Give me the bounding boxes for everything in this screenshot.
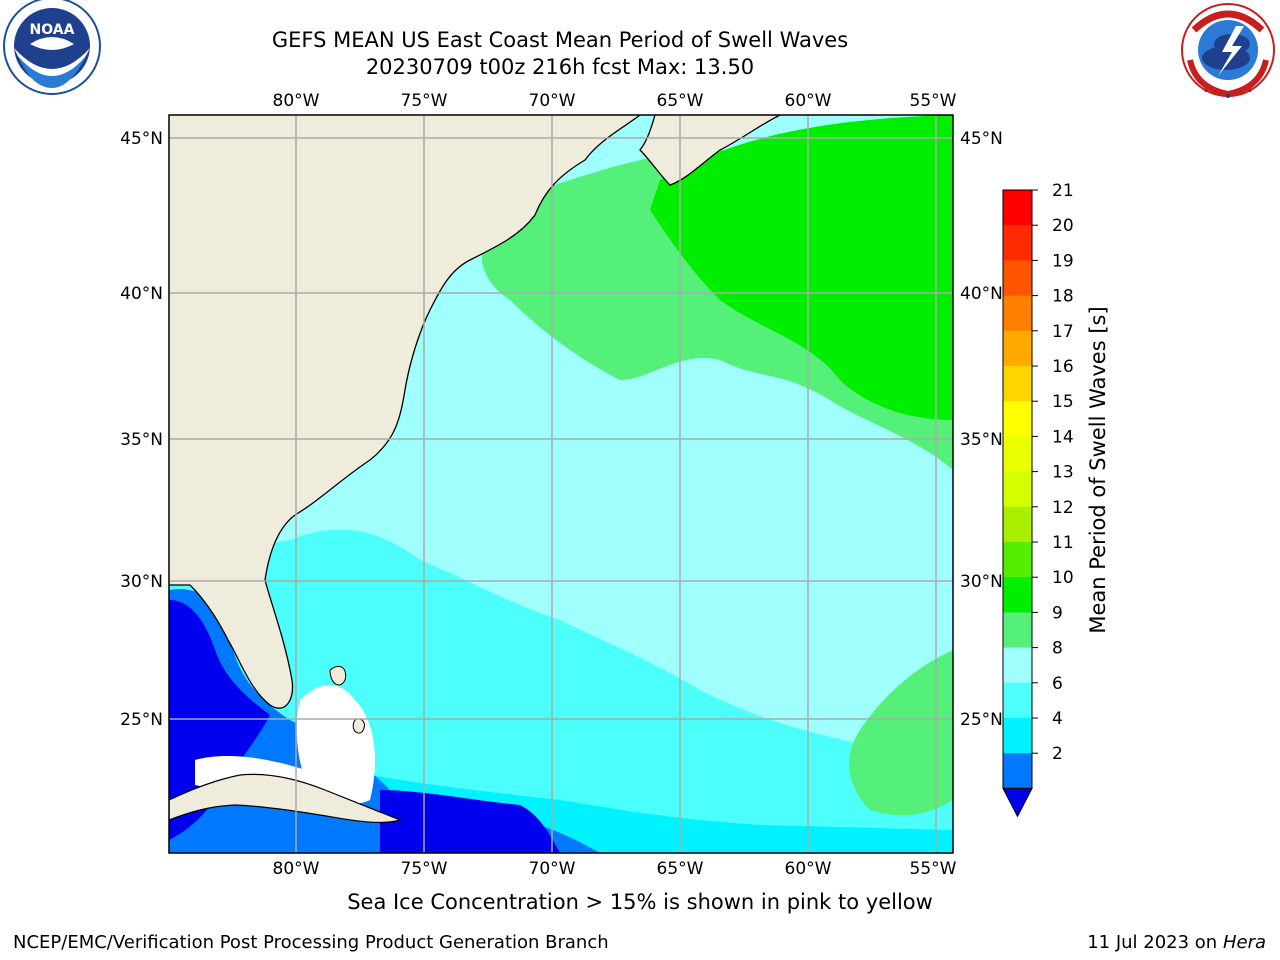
footer-date-text: 11 Jul 2023 on	[1087, 932, 1223, 953]
colorbar-segment	[1003, 401, 1032, 437]
colorbar-tick-label: 19	[1052, 251, 1074, 271]
lat-label-right: 30°N	[960, 572, 1003, 592]
colorbar-tick-label: 17	[1052, 322, 1074, 342]
lon-label-bottom: 55°W	[910, 859, 957, 879]
colorbar-tick-label: 21	[1052, 181, 1074, 201]
lon-label-bottom: 75°W	[401, 859, 448, 879]
colorbar-tick-label: 16	[1052, 357, 1074, 377]
lon-label-top: 65°W	[657, 91, 704, 111]
land-cuba	[169, 773, 402, 824]
colorbar-segment	[1003, 471, 1032, 508]
sea-ice-note: Sea Ice Concentration > 15% is shown in …	[347, 890, 933, 914]
lon-label-bottom: 60°W	[785, 859, 832, 879]
colorbar-segment	[1003, 753, 1032, 789]
colorbar-segment	[1003, 260, 1032, 297]
colorbar-segment	[1003, 295, 1032, 332]
colorbar-segment	[1003, 718, 1032, 754]
coastline-us	[169, 115, 641, 709]
map-frame	[168, 114, 954, 854]
colorbar-tick-label: 4	[1052, 709, 1063, 729]
lon-label-bottom: 65°W	[657, 859, 704, 879]
land-bahamas-2	[352, 718, 365, 734]
colorbar-tick-label: 9	[1052, 603, 1063, 623]
colorbar-tick-label: 12	[1052, 498, 1074, 518]
lat-label-right: 25°N	[960, 710, 1003, 730]
footer-credit: NCEP/EMC/Verification Post Processing Pr…	[13, 932, 609, 953]
lat-label-right: 40°N	[960, 284, 1003, 304]
lon-label-top: 55°W	[910, 91, 957, 111]
colorbar-segment	[1003, 612, 1032, 649]
colorbar-tick-label: 15	[1052, 392, 1074, 412]
land-us-east-coast	[169, 115, 640, 709]
colorbar-segment	[1003, 542, 1032, 578]
footer-date: 11 Jul 2023 on Hera	[1087, 932, 1266, 953]
lat-label-left: 35°N	[120, 430, 163, 450]
ocean-period-2-caribbean	[380, 790, 560, 853]
noaa-logo: NOAA	[3, 0, 101, 95]
lat-label-right: 45°N	[960, 129, 1003, 149]
colorbar-frame	[1002, 189, 1033, 789]
colorbar-segment	[1003, 330, 1032, 367]
lon-label-bottom: 70°W	[529, 859, 576, 879]
colorbar-segment	[1003, 225, 1032, 261]
lon-label-top: 75°W	[401, 91, 448, 111]
lat-label-left: 30°N	[120, 572, 163, 592]
colorbar-tick-label: 6	[1052, 674, 1063, 694]
land-bahamas	[329, 665, 347, 686]
noaa-logo-text: NOAA	[30, 22, 75, 38]
lon-label-top: 70°W	[529, 91, 576, 111]
lat-label-left: 40°N	[120, 284, 163, 304]
lon-label-bottom: 80°W	[273, 859, 320, 879]
ocean-period-2-gulf	[169, 600, 270, 840]
colorbar-segment	[1003, 436, 1032, 473]
colorbar: 21 20 19 18 17 16 15 14 13 12 11 10 9 8 6 4 2	[1002, 181, 1074, 818]
colorbar-segment	[1003, 647, 1032, 684]
lat-label-left: 45°N	[120, 129, 163, 149]
footer-host: Hera	[1222, 932, 1266, 953]
colorbar-tick-label: 14	[1052, 427, 1074, 447]
map-field	[169, 115, 953, 853]
chart-subtitle-run-info: 20230709 t00z 216h fcst Max: 13.50	[365, 55, 755, 79]
nws-logo	[1181, 3, 1275, 98]
colorbar-segment	[1003, 682, 1032, 719]
colorbar-tick-label: 18	[1052, 287, 1074, 307]
colorbar-tick-label: 13	[1052, 463, 1074, 483]
ocean-period-9-10-southeast	[849, 650, 953, 816]
lon-label-top: 80°W	[273, 91, 320, 111]
colorbar-tick-label: 10	[1052, 568, 1074, 588]
lat-label-left: 25°N	[120, 710, 163, 730]
colorbar-tick-label: 8	[1052, 639, 1063, 659]
colorbar-tick-label: 2	[1052, 744, 1063, 764]
ocean-period-10-11	[650, 115, 953, 420]
land-nova-scotia	[640, 115, 780, 185]
map-gridlines	[169, 115, 953, 853]
chart-title: GEFS MEAN US East Coast Mean Period of S…	[271, 28, 849, 52]
colorbar-tick-label: 20	[1052, 216, 1074, 236]
lon-label-top: 60°W	[785, 91, 832, 111]
colorbar-segment	[1003, 190, 1032, 226]
colorbar-segment	[1003, 506, 1032, 543]
colorbar-segment	[1003, 577, 1032, 613]
colorbar-label: Mean Period of Swell Waves [s]	[1086, 306, 1110, 633]
colorbar-tick-label: 11	[1052, 533, 1074, 553]
lat-label-right: 35°N	[960, 430, 1003, 450]
colorbar-segment	[1003, 366, 1032, 402]
colorbar-under-arrow	[1002, 787, 1033, 818]
